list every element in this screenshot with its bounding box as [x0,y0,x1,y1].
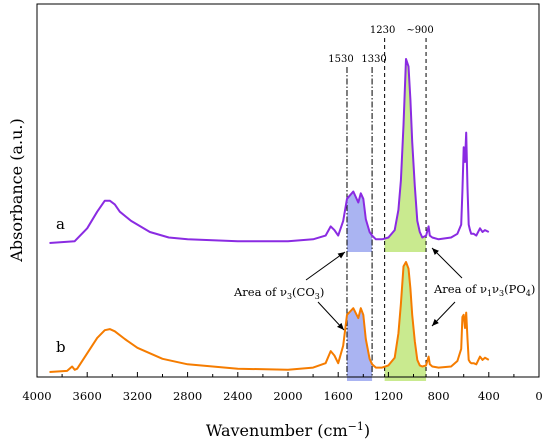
series-line-a [49,58,490,244]
annotation-phosphate-text: Area of ν1ν3(PO4) [433,282,535,298]
annotation-carbonate-text: Area of ν3(CO3) [233,285,324,301]
y-axis-title: Absorbance (a.u.) [7,118,26,262]
reference-label-1330: 1330 [361,54,386,65]
arrow-phosphate-down [431,301,456,327]
x-tick-label-400: 400 [478,389,500,403]
series-label-a: a [56,215,65,233]
x-tick-label-4000: 4000 [22,389,51,403]
reference-label-1530: 1530 [328,54,353,65]
reference-label-approx-900: ~900 [406,25,433,36]
arrow-carbonate-up [305,251,346,281]
x-tick-label-2800: 2800 [173,389,202,403]
x-tick-label-800: 800 [428,389,450,403]
arrow-phosphate-up [431,247,463,279]
reference-label-1230: 1230 [370,25,395,36]
x-tick-label-2000: 2000 [273,389,302,403]
x-axis-title: Wavenumber (cm−1) [206,420,370,440]
annotation-phosphate: Area of ν1ν3(PO4) [431,247,535,327]
x-tick-label-0: 0 [535,389,542,403]
arrow-carbonate-down [317,301,345,331]
series-group [49,58,490,373]
series-label-b: b [56,338,66,356]
filled-region-1 [346,191,373,252]
x-ticks: 4000 3600 3200 2800 2400 2000 1600 1200 800 400 0 [22,372,543,403]
series-line-b [49,261,490,373]
annotation-carbonate: Area of ν3(CO3) [233,251,346,331]
filled-region-3 [346,308,373,381]
x-tick-label-2400: 2400 [223,389,252,403]
reference-lines: 1530 1330 1230 ~900 [328,25,434,377]
x-tick-label-1600: 1600 [324,389,353,403]
x-tick-label-1200: 1200 [374,389,403,403]
x-tick-label-3600: 3600 [73,389,102,403]
x-tick-label-3200: 3200 [123,389,152,403]
